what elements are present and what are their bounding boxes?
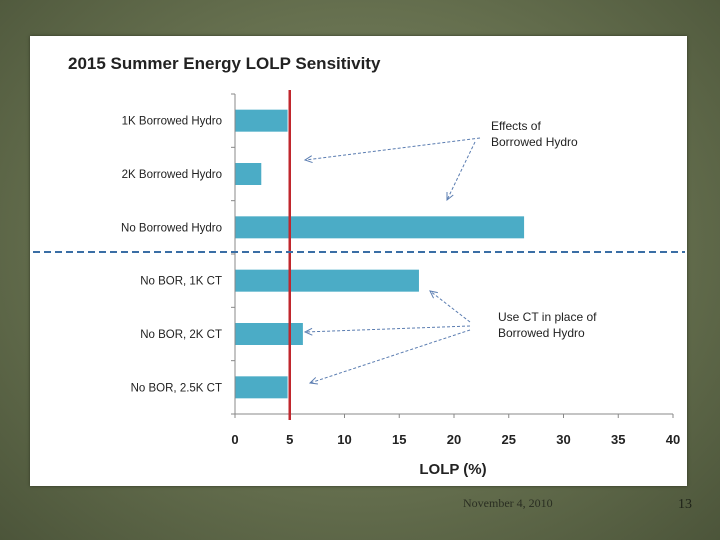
bars <box>235 109 525 399</box>
category-label: 1K Borrowed Hydro <box>122 116 222 128</box>
chart-title: 2015 Summer Energy LOLP Sensitivity <box>68 54 381 73</box>
annotation-arrow <box>429 290 471 323</box>
bar <box>235 216 525 239</box>
x-tick-label: 20 <box>447 432 461 447</box>
bar <box>235 376 288 399</box>
x-tick-label: 35 <box>611 432 625 447</box>
x-tick-label: 10 <box>337 432 351 447</box>
x-tick-label: 15 <box>392 432 406 447</box>
category-label: No BOR, 2K CT <box>140 329 222 341</box>
annotation-arrow <box>303 325 471 336</box>
y-axis-ticks <box>231 93 235 415</box>
slide-number: 13 <box>678 497 692 512</box>
category-label: 2K Borrowed Hydro <box>122 169 222 181</box>
x-axis-ticks: 0 5 10 15 20 25 30 35 40 <box>231 414 680 447</box>
category-label: No Borrowed Hydro <box>121 222 222 234</box>
annotation-arrow <box>308 329 471 385</box>
annotation-arrows <box>303 137 481 385</box>
bar <box>235 323 303 345</box>
annotation-line: Use CT in place of <box>498 310 597 324</box>
annotation-line: Borrowed Hydro <box>498 326 585 340</box>
annotation-line: Borrowed Hydro <box>491 135 578 149</box>
category-label: No BOR, 1K CT <box>140 276 222 288</box>
x-tick-label: 40 <box>666 432 680 447</box>
x-tick-label: 30 <box>556 432 570 447</box>
category-label: No BOR, 2.5K CT <box>131 382 222 394</box>
annotation-arrow <box>446 141 476 202</box>
bar <box>235 109 288 132</box>
bar <box>235 269 419 292</box>
annotation-ct: Use CT in place of Borrowed Hydro <box>498 310 600 340</box>
x-axis-label: LOLP (%) <box>419 461 486 478</box>
footer-date: November 4, 2010 <box>463 496 553 510</box>
annotation-line: Effects of <box>491 119 541 133</box>
annotation-borrowed-hydro: Effects of Borrowed Hydro <box>491 119 578 149</box>
x-tick-label: 25 <box>502 432 516 447</box>
annotation-arrow <box>303 137 481 164</box>
category-labels: 1K Borrowed Hydro 2K Borrowed Hydro No Bor… <box>121 116 222 395</box>
x-tick-label: 0 <box>231 432 238 447</box>
x-tick-label: 5 <box>286 432 293 447</box>
bar <box>235 163 262 185</box>
slide-panel <box>30 36 687 486</box>
